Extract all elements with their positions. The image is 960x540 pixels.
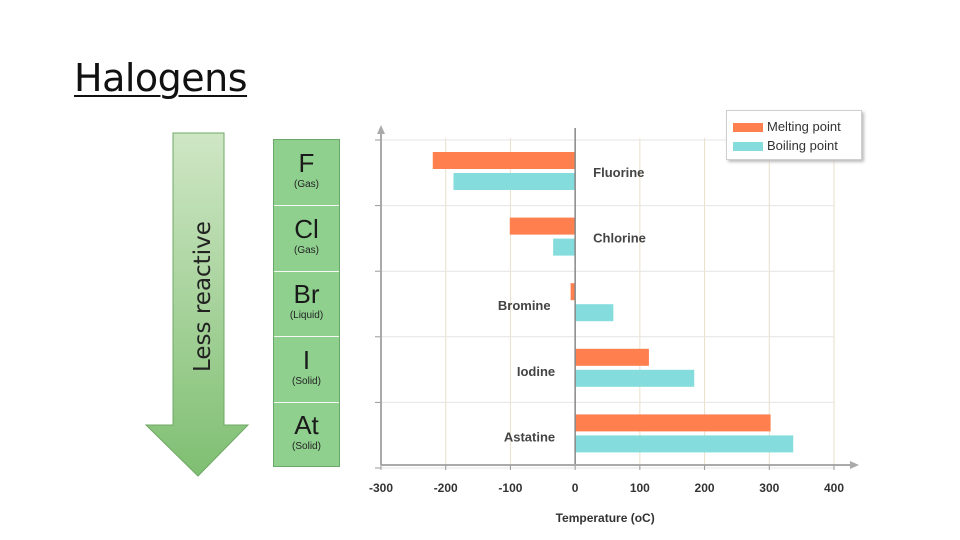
slide-title: Halogens: [74, 56, 248, 100]
element-state: (Liquid): [289, 310, 324, 322]
element-state: (Gas): [294, 244, 319, 256]
legend-swatch-melting: [733, 123, 763, 133]
x-tick-label: -300: [369, 481, 393, 495]
legend-label-boiling: Boiling point: [767, 138, 838, 153]
x-tick-label: 300: [759, 481, 779, 495]
category-label: Astatine: [504, 429, 555, 444]
element-symbol: At: [294, 410, 319, 441]
x-axis-arrowhead: [850, 461, 859, 469]
element-state: (Solid): [292, 375, 321, 387]
element-state: (Solid): [292, 441, 321, 453]
element-state: (Gas): [294, 179, 319, 190]
element-symbol: I: [302, 344, 311, 375]
category-label: Iodine: [517, 364, 555, 379]
boiling-point-bar: [575, 369, 695, 387]
boiling-point-bar: [453, 173, 576, 190]
chart-legend: Melting point Boiling point: [726, 110, 862, 160]
x-tick-label: 400: [824, 481, 844, 495]
x-tick-label: 0: [572, 481, 579, 495]
legend-label-melting: Melting point: [767, 119, 841, 134]
x-tick-label: 100: [630, 481, 650, 495]
element-cell: Cl (Gas): [274, 206, 339, 272]
element-symbol: Br: [293, 279, 320, 310]
element-cell: At (Solid): [274, 402, 339, 467]
y-axis-arrowhead: [377, 125, 385, 134]
element-symbol: Cl: [294, 213, 319, 244]
melting-point-bar: [575, 414, 771, 432]
boiling-point-bar: [553, 238, 576, 256]
boiling-point-bar: [575, 435, 794, 453]
x-tick-label: -200: [434, 481, 458, 495]
boiling-point-bar: [575, 304, 614, 322]
element-symbol: F: [298, 148, 315, 178]
category-label: Fluorine: [593, 165, 644, 180]
x-tick-label: -100: [498, 481, 522, 495]
element-cell: Br (Liquid): [274, 271, 339, 338]
melting-point-bar: [432, 152, 576, 169]
legend-item-melting: Melting point: [733, 119, 841, 134]
element-symbol-column: F (Gas) Cl (Gas) Br (Liquid) I (Solid) At (Solid): [273, 139, 340, 467]
category-label: Chlorine: [593, 231, 646, 246]
category-label: Bromine: [498, 298, 551, 313]
melting-point-bar: [575, 348, 649, 366]
element-cell: F (Gas): [274, 140, 339, 206]
element-cell: I (Solid): [274, 337, 339, 403]
melting-point-bar: [509, 217, 576, 235]
x-tick-label: 200: [695, 481, 715, 495]
melting-point-bar: [570, 283, 576, 301]
legend-swatch-boiling: [733, 142, 763, 152]
legend-item-boiling: Boiling point: [733, 138, 838, 153]
x-axis-title: Temperature (oC): [556, 511, 655, 525]
